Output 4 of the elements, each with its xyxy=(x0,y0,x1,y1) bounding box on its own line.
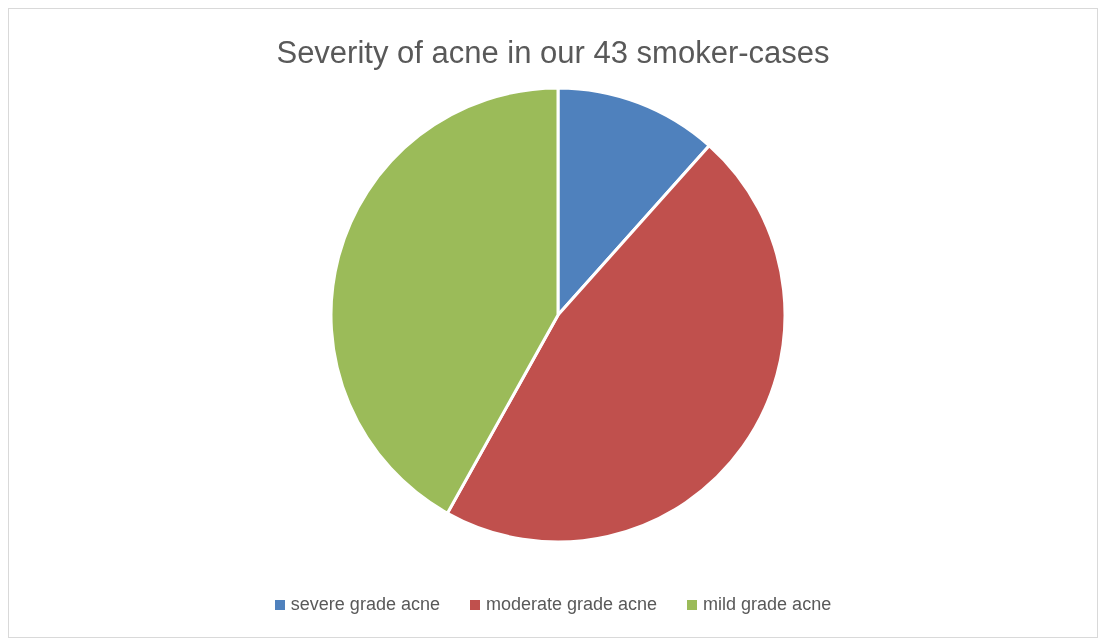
chart-title: Severity of acne in our 43 smoker-cases xyxy=(275,34,831,71)
legend-label: moderate grade acne xyxy=(485,594,658,615)
legend-label: severe grade acne xyxy=(290,594,440,615)
legend-label: mild grade acne xyxy=(703,594,832,615)
